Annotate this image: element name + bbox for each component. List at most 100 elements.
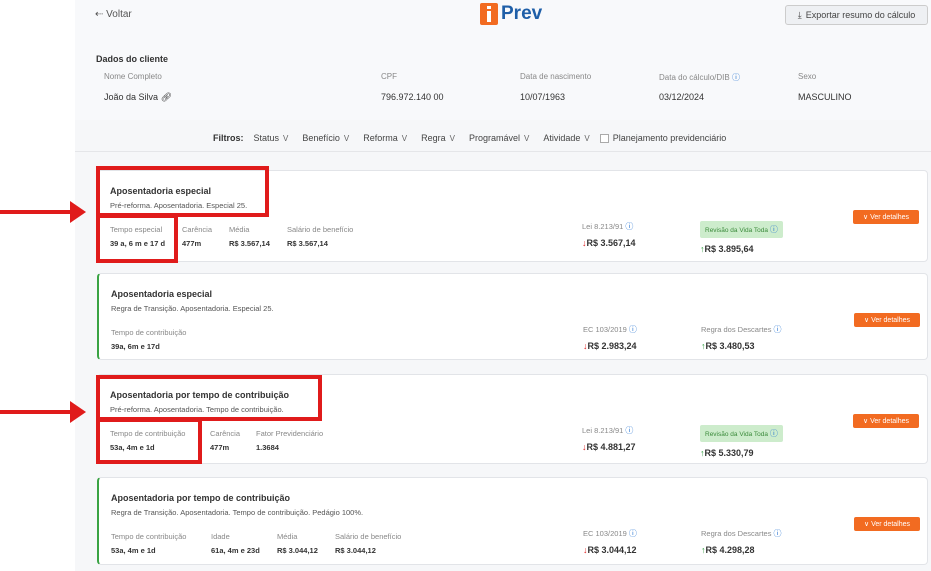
- benefit-card: Aposentadoria especial Regra de Transiçã…: [97, 273, 928, 360]
- card-field: Salário de benefício R$ 3.567,14: [287, 225, 354, 248]
- chevron-down-icon: ∨: [864, 317, 872, 324]
- filter-dropdown[interactable]: Status V: [253, 133, 289, 144]
- card-field: Salário de benefício R$ 3.044,12: [335, 532, 402, 555]
- card-field: Carência 477m: [210, 429, 241, 452]
- chevron-down-icon: ∨: [863, 418, 871, 425]
- client-field-label: Sexo: [798, 72, 817, 81]
- export-button[interactable]: ⤓ Exportar resumo do cálculo: [785, 5, 928, 25]
- logo-text: Prev: [501, 3, 543, 24]
- card-field: Tempo de contribuição 53a, 4m e 1d: [111, 532, 187, 555]
- details-button[interactable]: ∨ Ver detalhes: [854, 517, 920, 531]
- arrow-up-icon: ↑: [701, 341, 706, 351]
- rule-secondary: Revisão da Vida Toda ⓘ ↑R$ 3.895,64: [700, 219, 783, 254]
- filter-dropdown[interactable]: Atividade V: [543, 133, 590, 144]
- benefit-card: Aposentadoria por tempo de contribuição …: [97, 477, 928, 565]
- filter-dropdown[interactable]: Programável V: [468, 133, 530, 144]
- client-field-value: 03/12/2024: [659, 92, 705, 102]
- card-subtitle: Pré-reforma. Aposentadoria. Especial 25.: [110, 201, 248, 210]
- card-field: Tempo de contribuição 53a, 4m e 1d: [110, 429, 186, 452]
- back-label: Voltar: [106, 9, 132, 20]
- card-subtitle: Regra de Transição. Aposentadoria. Espec…: [111, 304, 274, 313]
- arrow-up-icon: ↑: [700, 244, 705, 254]
- chevron-down-icon: V: [401, 134, 408, 144]
- arrow-up-icon: ↑: [700, 448, 705, 458]
- chevron-down-icon: V: [343, 134, 350, 144]
- info-icon[interactable]: ⓘ: [773, 325, 782, 334]
- chevron-down-icon: V: [523, 134, 530, 144]
- details-button[interactable]: ∨ Ver detalhes: [853, 414, 919, 428]
- card-field: Média R$ 3.044,12: [277, 532, 318, 555]
- chevron-down-icon: ∨: [864, 521, 872, 528]
- arrow-down-icon: ↓: [582, 442, 587, 452]
- checkbox[interactable]: [599, 134, 609, 144]
- info-icon[interactable]: ⓘ: [769, 225, 778, 234]
- filter-dropdown[interactable]: Reforma V: [363, 133, 408, 144]
- rule-primary: Lei 8.213/91 ⓘ ↓R$ 4.881,27: [582, 426, 636, 452]
- client-field-label: Nome Completo: [104, 72, 162, 81]
- rule-primary: Lei 8.213/91 ⓘ ↓R$ 3.567,14: [582, 222, 636, 248]
- chevron-down-icon: ∨: [863, 214, 871, 221]
- info-icon[interactable]: ⓘ: [625, 222, 634, 231]
- rule-secondary: Regra dos Descartes ⓘ ↑R$ 4.298,28: [701, 529, 782, 555]
- annotation-arrow: [0, 401, 86, 423]
- client-field-value: 10/07/1963: [520, 92, 566, 102]
- card-subtitle: Regra de Transição. Aposentadoria. Tempo…: [111, 508, 364, 517]
- section-title: Dados do cliente: [96, 54, 169, 64]
- card-title: Aposentadoria por tempo de contribuição: [110, 390, 290, 400]
- arrow-down-icon: ↓: [583, 341, 588, 351]
- info-icon[interactable]: ⓘ: [628, 529, 637, 538]
- annotation-box: [96, 375, 322, 421]
- rule-secondary: Regra dos Descartes ⓘ ↑R$ 3.480,53: [701, 325, 782, 351]
- annotation-box: [96, 166, 269, 217]
- rule-primary: EC 103/2019 ⓘ ↓R$ 3.044,12: [583, 529, 637, 555]
- card-field: Carência 477m: [182, 225, 213, 248]
- info-icon[interactable]: ⓘ: [625, 426, 634, 435]
- filter-dropdown[interactable]: Regra V: [421, 133, 455, 144]
- filters-bar: Filtros: Status V Benefício V Reforma V Regra V…: [213, 133, 727, 144]
- card-field: Tempo especial 39 a, 6 m e 17 d: [110, 225, 166, 248]
- card-field: Tempo de contribuição 39a, 6m e 17d: [111, 328, 187, 351]
- info-icon[interactable]: ⓘ: [731, 73, 740, 82]
- filters-label: Filtros:: [213, 133, 244, 144]
- card-title: Aposentadoria especial: [111, 289, 213, 299]
- divider: [75, 151, 931, 152]
- annotation-box: [96, 214, 178, 263]
- back-link[interactable]: ⇠ Voltar: [95, 9, 132, 20]
- annotation-box: [96, 418, 202, 464]
- arrow-up-icon: ↑: [701, 545, 706, 555]
- client-field-label: CPF: [381, 72, 397, 81]
- arrow-down-icon: ↓: [582, 238, 587, 248]
- chevron-down-icon: V: [584, 134, 590, 144]
- export-label: Exportar resumo do cálculo: [805, 10, 916, 20]
- details-button[interactable]: ∨ Ver detalhes: [854, 313, 920, 327]
- chevron-down-icon: V: [283, 134, 289, 144]
- download-icon: ⤓: [797, 9, 802, 20]
- annotation-arrow: [0, 201, 86, 223]
- arrow-down-icon: ↓: [583, 545, 588, 555]
- logo: Prev: [480, 3, 542, 25]
- client-field-value: MASCULINO: [798, 92, 852, 102]
- logo-icon: [480, 3, 498, 25]
- card-field: Fator Previdenciário 1.3684: [256, 429, 324, 452]
- rule-primary: EC 103/2019 ⓘ ↓R$ 2.983,24: [583, 325, 637, 351]
- checkbox-label: Planejamento previdenciário: [612, 133, 727, 143]
- card-title: Aposentadoria por tempo de contribuição: [111, 493, 291, 503]
- card-subtitle: Pré-reforma. Aposentadoria. Tempo de con…: [110, 405, 284, 414]
- card-field: Média R$ 3.567,14: [229, 225, 270, 248]
- arrow-left-icon: ⇠: [95, 9, 107, 20]
- info-icon[interactable]: ⓘ: [769, 429, 778, 438]
- rule-secondary: Revisão da Vida Toda ⓘ ↑R$ 5.330,79: [700, 423, 783, 458]
- info-icon[interactable]: ⓘ: [773, 529, 782, 538]
- details-button[interactable]: ∨ Ver detalhes: [853, 210, 919, 224]
- info-icon[interactable]: ⓘ: [628, 325, 637, 334]
- client-field-label: Data do cálculo/DIB ⓘ: [659, 73, 740, 82]
- filter-dropdown[interactable]: Benefício V: [302, 133, 350, 144]
- link-icon[interactable]: 🔗︎: [160, 92, 172, 102]
- chevron-down-icon: V: [449, 134, 455, 144]
- card-field: Idade 61a, 4m e 23d: [211, 532, 260, 555]
- client-field-value: 796.972.140 00: [381, 92, 444, 102]
- card-title: Aposentadoria especial: [110, 186, 212, 196]
- planning-checkbox[interactable]: Planejamento previdenciário: [599, 133, 727, 144]
- client-field-value: João da Silva 🔗︎: [104, 92, 172, 102]
- client-field-label: Data de nascimento: [520, 72, 592, 81]
